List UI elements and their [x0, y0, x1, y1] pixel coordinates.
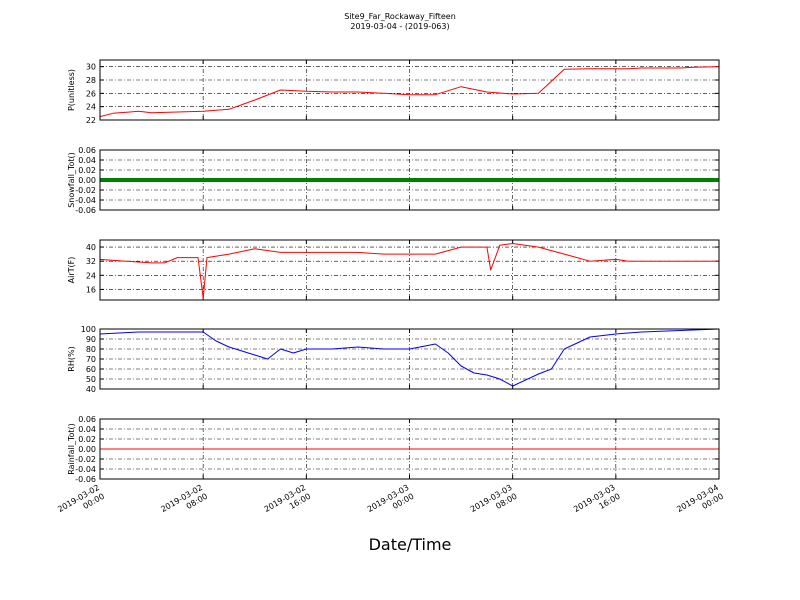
panel-frame [99, 59, 720, 121]
y-tick-label: -0.02 [75, 455, 96, 464]
y-tick-label: 0.06 [78, 146, 96, 155]
y-tick-label: 0.02 [78, 435, 96, 444]
y-tick-label: 80 [86, 345, 96, 354]
y-axis-label: RH(%) [67, 346, 76, 371]
y-axis-label: AirT(F) [67, 257, 76, 284]
series-line-4 [100, 329, 719, 387]
panel-frame [99, 149, 720, 211]
panel-3: 16 24 32 40 AirT(F) [67, 239, 720, 301]
y-tick-label: 26 [86, 89, 96, 98]
panel-1: 22 24 26 28 30 P(unitless) [67, 59, 720, 125]
y-tick-label: -0.04 [75, 196, 96, 205]
y-tick-label: 0.06 [78, 415, 96, 424]
y-tick-label: 0.00 [78, 176, 96, 185]
chart-subtitle: 2019-03-04 - (2019-063) [350, 22, 449, 31]
panel-frame [99, 328, 720, 390]
panel-frame [99, 418, 720, 480]
y-tick-label: 0.04 [78, 156, 96, 165]
y-tick-label: 50 [86, 375, 96, 384]
y-tick-label: 0.02 [78, 166, 96, 175]
y-tick-label: 28 [86, 76, 96, 85]
series-line-3 [100, 243, 719, 299]
y-tick-label: -0.02 [75, 186, 96, 195]
panel-frame [99, 239, 720, 301]
y-tick-label: -0.06 [75, 206, 96, 215]
panel-5: -0.06-0.04-0.020.000.020.040.06Rainfall_… [67, 415, 720, 484]
series-line-1 [100, 66, 719, 118]
y-tick-label: 0.00 [78, 445, 96, 454]
panel-2: -0.06-0.04-0.020.000.020.040.06Snowfall_… [67, 146, 720, 215]
y-tick-label: -0.06 [75, 475, 96, 484]
series-clip [100, 243, 719, 299]
y-tick-label: 70 [86, 355, 96, 364]
y-tick-label: 30 [86, 63, 96, 72]
y-tick-label: 90 [86, 335, 96, 344]
y-axis-label: Snowfall_Tot() [67, 152, 76, 208]
y-tick-label: 100 [81, 325, 96, 334]
series-clip [100, 66, 719, 118]
y-tick-label: 40 [86, 243, 96, 252]
y-tick-label: 32 [86, 257, 96, 266]
y-tick-label: 22 [86, 116, 96, 125]
panels: 2224262830P(unitless)-0.06-0.04-0.020.00… [56, 59, 725, 514]
y-tick-label: -0.04 [75, 465, 96, 474]
y-tick-label: 24 [86, 271, 96, 280]
y-tick-label: 0.04 [78, 425, 96, 434]
y-tick-label: 40 [86, 385, 96, 394]
y-axis-label: Rainfall_Tot() [67, 423, 76, 475]
y-tick-label: 24 [86, 103, 96, 112]
y-tick-label: 16 [86, 285, 96, 294]
x-axis-label: Date/Time [369, 535, 452, 554]
chart-title: Site9_Far_Rockaway_Fifteen [344, 12, 456, 21]
y-tick-label: 60 [86, 365, 96, 374]
series-clip [100, 329, 719, 387]
y-axis-label: P(unitless) [67, 69, 76, 111]
